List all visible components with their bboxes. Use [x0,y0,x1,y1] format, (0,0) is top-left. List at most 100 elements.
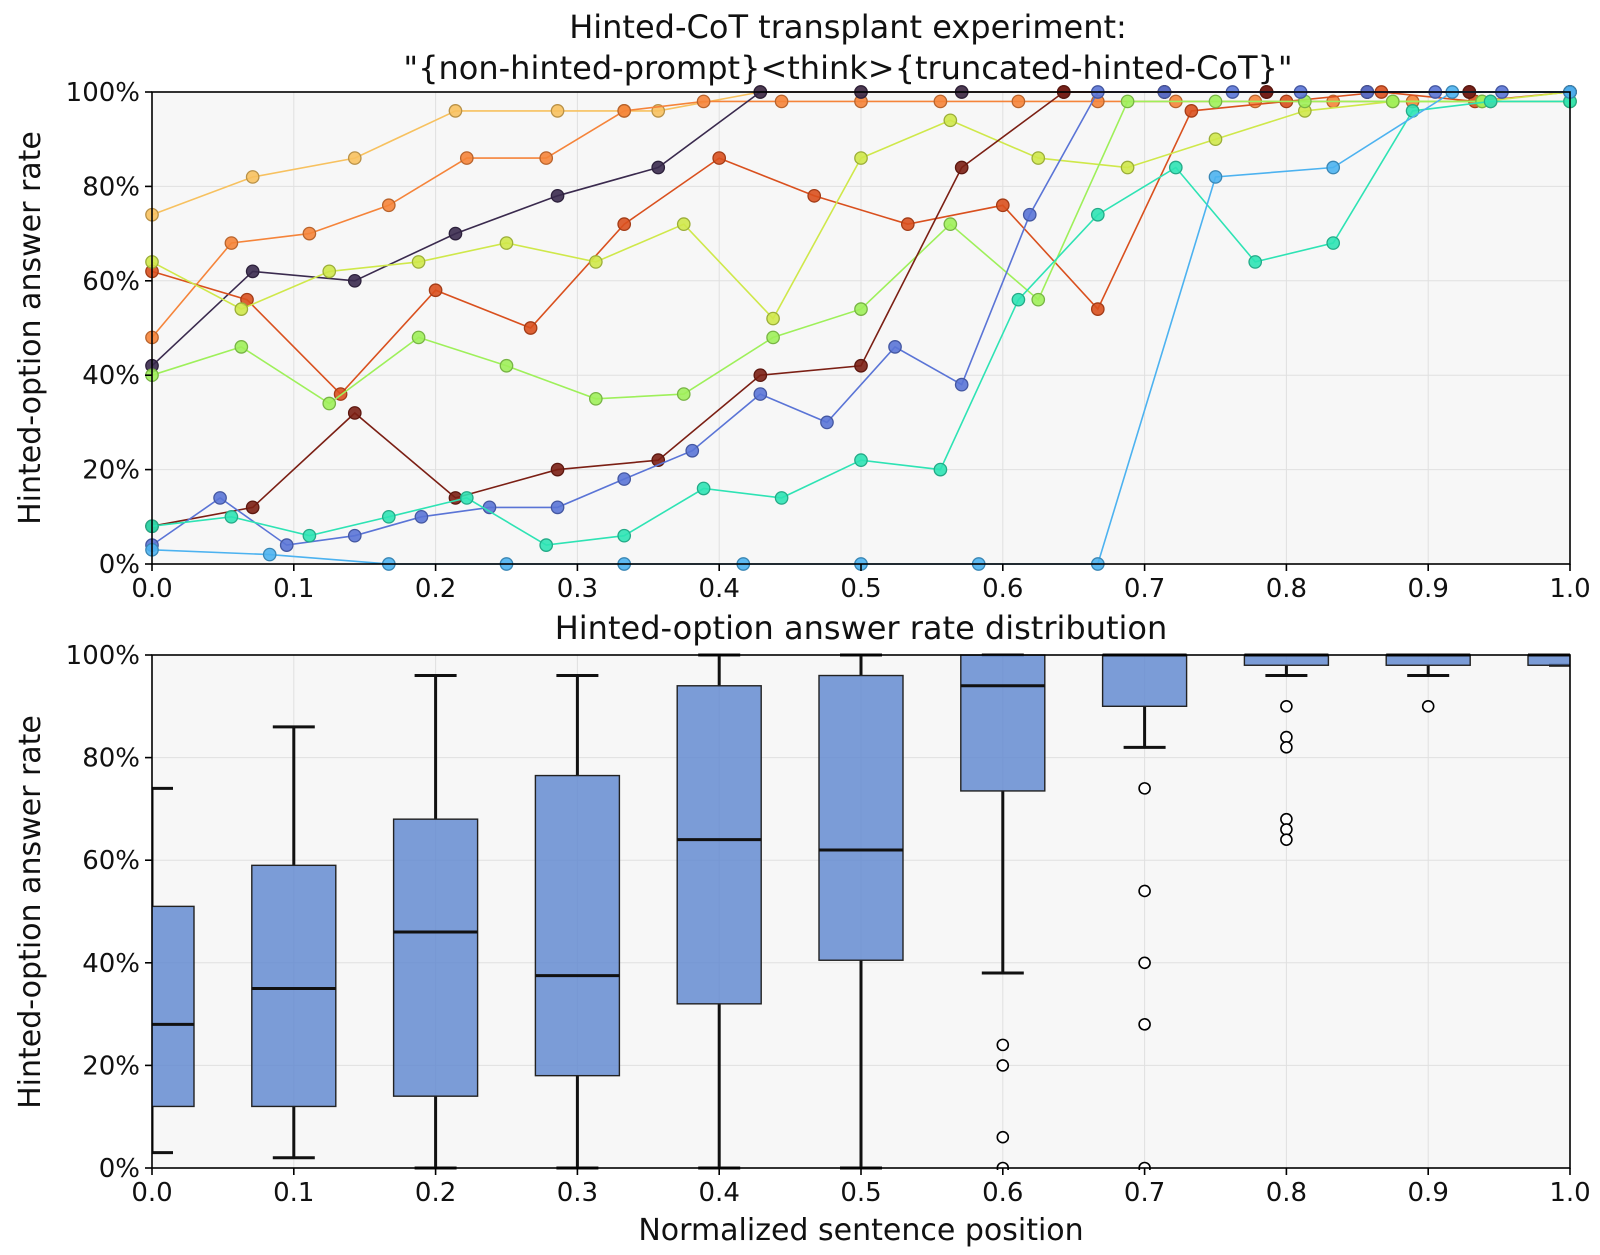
data-point [411,330,426,345]
box-body [1527,654,1570,666]
data-point [854,151,868,165]
data-point [995,198,1010,213]
box-0 [152,786,195,1155]
bottom-y-tick-label: 100% [66,641,140,671]
data-point [550,500,565,515]
box-0.7 [1101,653,1188,1170]
bottom-x-tick-label: 0.8 [1266,1178,1307,1208]
top-x-axis: 0.0 0.1 0.2 0.3 0.4 0.5 0.6 0.7 0.8 0.9 1.0 [131,564,1591,604]
data-point [1031,151,1046,165]
data-point [550,104,565,118]
data-point [588,391,603,406]
line-series-9 [145,94,1577,552]
top-x-tick-label: 1.0 [1549,574,1590,604]
data-point [712,151,727,165]
outlier-point [996,1038,1010,1052]
data-point [617,472,632,486]
data-point [302,528,317,543]
data-point [685,443,700,458]
data-point [774,94,789,109]
data-point [820,415,834,430]
outlier-point [1138,1018,1151,1031]
top-chart: Hinted-CoT transplant experiment: "{non-… [13,8,1591,604]
data-point [617,528,632,543]
data-point [448,226,463,241]
outlier-point [1280,741,1293,754]
outlier-point [1280,823,1293,836]
data-point [347,406,362,420]
outlier-point [1138,956,1151,970]
data-point [854,453,868,468]
data-point [1248,255,1263,269]
data-point [322,396,337,411]
bottom-boxes-group [152,653,1570,1170]
outlier-point [1280,699,1293,713]
box-0.4 [676,653,762,1170]
top-x-tick-label: 0.8 [1266,574,1307,604]
data-point [523,321,538,335]
top-chart-subtitle: "{non-hinted-prompt}<think>{truncated-hi… [403,49,1292,87]
line-series-5 [145,85,1577,326]
bottom-x-tick-label: 0.5 [840,1178,881,1208]
data-point [347,151,362,165]
data-point [1090,302,1105,316]
data-point [617,217,632,232]
bottom-chart: Hinted-option answer rate distribution 0… [13,609,1591,1248]
data-point [766,330,780,345]
data-point [224,509,239,524]
data-point [807,188,822,203]
box-body [818,674,904,961]
data-point [617,104,632,118]
data-point [550,188,565,203]
top-y-tick-label: 80% [82,172,140,202]
data-point [696,94,711,109]
data-point [1120,94,1135,109]
box-0.6 [960,653,1046,1170]
data-point [954,377,969,392]
data-point [588,255,603,269]
data-point [854,358,868,373]
data-point [302,226,317,241]
bottom-x-axis: 0.0 0.1 0.2 0.3 0.4 0.5 0.6 0.7 0.8 0.9 1.0 [131,1168,1591,1208]
bottom-y-tick-label: 80% [82,744,140,774]
bottom-x-tick-label: 0.6 [982,1178,1023,1208]
outlier-point [1138,782,1151,795]
top-y-axis-label: Hinted-option answer rate [13,131,48,525]
top-y-tick-label: 20% [82,456,140,486]
data-point [234,340,249,354]
top-chart-title: Hinted-CoT transplant experiment: [569,8,1127,46]
data-point [1208,170,1223,184]
data-point [1011,94,1026,109]
data-point [1385,94,1400,109]
box-plots [152,653,1570,1170]
bottom-y-axis-label: Hinted-option answer rate [13,715,48,1109]
data-point [539,151,554,165]
box-body [960,654,1046,792]
bottom-x-tick-label: 0.9 [1408,1178,1449,1208]
data-point [381,198,396,213]
box-0.5 [818,653,904,1170]
bottom-x-tick-label: 0.1 [273,1178,314,1208]
data-point [347,528,362,543]
data-point [381,509,396,524]
data-point [1031,292,1046,307]
top-x-tick-label: 0.2 [415,574,456,604]
data-point [428,283,443,298]
data-point [347,273,362,288]
data-point [279,538,294,552]
bottom-x-tick-label: 0.0 [131,1178,172,1208]
box-0.1 [251,725,337,1160]
data-point [1120,160,1135,175]
top-x-tick-label: 0.5 [840,574,881,604]
data-point [499,358,514,373]
data-point [854,302,868,316]
top-y-tick-label: 0% [99,550,140,580]
data-point [933,462,948,477]
data-point [224,236,239,250]
outlier-point [996,1059,1010,1072]
data-point [943,217,958,232]
top-series-group [145,85,1577,571]
bottom-y-tick-label: 20% [82,1051,140,1081]
top-x-tick-label: 0.6 [982,574,1023,604]
data-point [1184,104,1199,118]
